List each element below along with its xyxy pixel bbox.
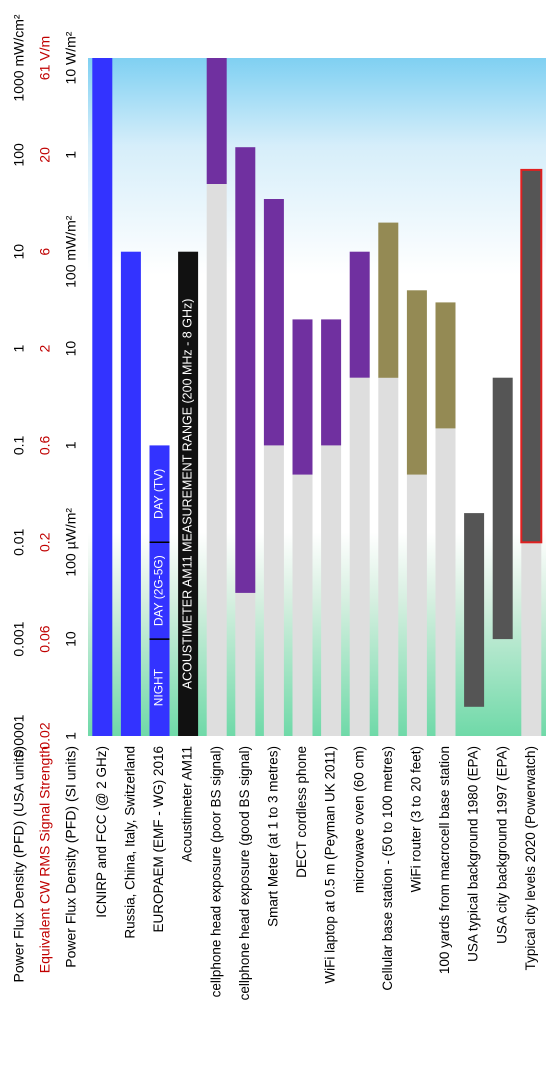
category-label-8: WiFi laptop at 0.5 m (Peyman UK 2011) (323, 746, 338, 984)
acoustimeter-segment-2: DAY (TV) (152, 469, 166, 519)
tick-label-axis1-3: 0.6 (37, 435, 53, 455)
category-label-1: Russia, China, Italy, Switzerland (122, 746, 137, 939)
tick-label-axis1-7: 61 V/m (37, 36, 53, 80)
bar-14-23 (492, 377, 513, 640)
tick-label-axis0-4: 1 (11, 344, 27, 352)
bar-8-13 (321, 319, 342, 446)
bars (92, 58, 543, 736)
tick-label-axis2-4: 10 (63, 341, 79, 357)
category-label-13: USA typical background 1980 (EPA) (466, 746, 481, 962)
bar-12-21 (435, 302, 456, 429)
bar-6-9 (263, 199, 284, 446)
tick-label-axis2-7: 10 W/m² (63, 31, 79, 84)
bar-12-20 (435, 428, 456, 736)
category-label-0: ICNIRP and FCC (@ 2 GHz) (94, 746, 109, 918)
bar-7-10 (292, 474, 313, 736)
category-label-12: 100 yards from macrocell base station (437, 746, 452, 974)
bar-11-19 (406, 290, 427, 475)
tick-label-axis0-2: 0.01 (11, 528, 27, 555)
tick-label-axis1-0: 0.02 (37, 722, 53, 749)
bar-15-24 (521, 542, 542, 736)
tick-label-axis1-2: 0.2 (37, 532, 53, 552)
bar-9-15 (349, 251, 370, 378)
tick-label-axis2-5: 100 mW/m² (63, 215, 79, 288)
category-label-7: DECT cordless phone (294, 746, 309, 878)
bar-3-3 (178, 251, 199, 736)
acoustimeter-range-label: ACOUSTIMETER AM11 MEASUREMENT RANGE (200… (180, 299, 194, 690)
axis-title-2: Power Flux Density (PFD) (SI units) (63, 746, 79, 968)
tick-label-axis0-3: 0.1 (11, 435, 27, 455)
tick-label-axis0-7: 1000 mW/cm² (11, 14, 27, 101)
bar-6-8 (263, 445, 284, 736)
tick-label-axis2-2: 100 µW/m² (63, 508, 79, 577)
category-label-2: EUROPAEM (EMF - WG) 2016 (151, 746, 166, 933)
bar-5-7 (235, 147, 256, 593)
category-label-10: Cellular base station - (50 to 100 metre… (380, 746, 395, 991)
bar-0-0 (92, 58, 113, 736)
bar-2-2 (149, 445, 170, 736)
bar-15-25 (520, 168, 543, 544)
category-label-5: cellphone head exposure (good BS signal) (237, 746, 252, 1000)
bar-4-5 (206, 58, 227, 184)
bar-10-17 (378, 222, 399, 378)
axis-title-0: Power Flux Density (PFD) (USA units) (11, 746, 27, 983)
acoustimeter-overlay: NIGHT DAY (2G-5G) DAY (TV) ACOUSTIMETER AM1… (149, 299, 194, 706)
category-label-15: Typical city levels 2020 (Powerwatch) (523, 746, 538, 970)
bar-8-12 (321, 445, 342, 736)
bar-9-14 (349, 377, 370, 736)
tick-label-axis1-4: 2 (37, 344, 53, 352)
tick-label-axis1-1: 0.06 (37, 625, 53, 652)
tick-label-axis2-3: 1 (63, 441, 79, 449)
tick-label-axis0-0: 0.0001 (11, 714, 27, 757)
tick-label-axis2-6: 1 (63, 151, 79, 159)
category-labels: ICNIRP and FCC (@ 2 GHz) Russia, China, I… (94, 746, 538, 1000)
category-label-3: Acoustimeter AM11 (180, 746, 195, 862)
acoustimeter-segment-1: DAY (2G-5G) (152, 555, 166, 626)
bar-11-18 (406, 474, 427, 736)
tick-label-axis2-1: 10 (63, 631, 79, 647)
axis-titles: Power Flux Density (PFD) (USA units) Equi… (11, 746, 79, 983)
bar-5-6 (235, 592, 256, 736)
bar-10-16 (378, 377, 399, 736)
tick-label-axis2-0: 1 (63, 732, 79, 740)
category-label-14: USA city background 1997 (EPA) (494, 746, 509, 944)
axis-ticks: 0.0001 0.001 0.01 0.1 1 10 100 1000 mW/cm² 0.02 0… (11, 14, 79, 757)
tick-label-axis1-5: 6 (37, 248, 53, 256)
category-label-11: WiFi router (3 to 20 feet) (408, 746, 423, 892)
category-label-9: microwave oven (60 cm) (351, 746, 366, 893)
bar-7-11 (292, 319, 313, 475)
bar-13-22 (464, 513, 485, 707)
axis-title-1: Equivalent CW RMS Signal Strength (37, 746, 53, 973)
category-label-4: cellphone head exposure (poor BS signal) (208, 746, 223, 997)
tick-label-axis0-5: 10 (11, 244, 27, 260)
acoustimeter-segment-0: NIGHT (152, 668, 166, 706)
tick-label-axis0-6: 100 (11, 143, 27, 167)
tick-label-axis0-1: 0.001 (11, 621, 27, 656)
category-label-6: Smart Meter (at 1 to 3 metres) (265, 746, 280, 927)
bar-1-1 (120, 251, 141, 736)
tick-label-axis1-6: 20 (37, 147, 53, 163)
bar-4-4 (206, 184, 227, 736)
